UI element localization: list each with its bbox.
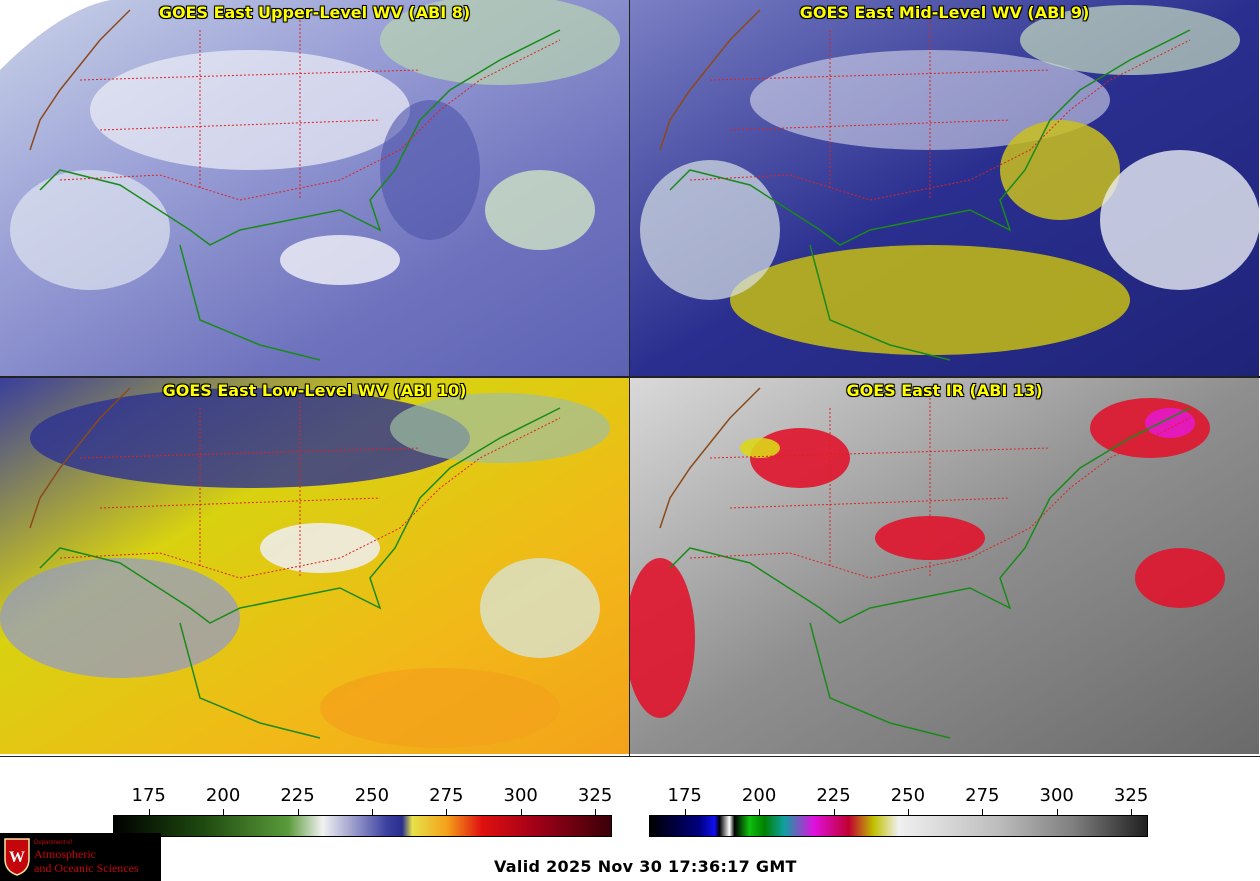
ir-tick-label: 200 (741, 785, 777, 806)
panel-mid-wv: GOES East Mid-Level WV (ABI 9) (630, 0, 1259, 376)
panel-low-wv: GOES East Low-Level WV (ABI 10) (0, 378, 629, 754)
svg-text:W: W (9, 849, 25, 866)
ir-tick-mark (1056, 809, 1058, 815)
map-mid-wv (630, 0, 1259, 376)
ir-tick-mark (684, 809, 686, 815)
panel-title: GOES East Low-Level WV (ABI 10) (162, 381, 467, 400)
map-ir (630, 378, 1259, 754)
ir-tick-label: 250 (890, 785, 926, 806)
panel-divider-vertical (629, 0, 630, 756)
ir-tick-label: 175 (667, 785, 702, 806)
panel-title: GOES East IR (ABI 13) (846, 381, 1043, 400)
logo-line-3: and Oceanic Sciences (34, 861, 139, 875)
ir-colorbar (649, 815, 1148, 837)
ir-tick-label: 225 (816, 785, 851, 806)
wv-tick-label: 300 (503, 785, 538, 806)
map-upper-wv (0, 0, 629, 376)
wv-tick-mark (148, 809, 150, 815)
wv-tick-label: 200 (205, 785, 241, 806)
uw-crest-icon: W (4, 838, 30, 876)
wv-tick-mark (446, 809, 448, 815)
ir-tick-mark (1131, 809, 1133, 815)
wv-tick-label: 175 (131, 785, 166, 806)
wv-tick-label: 325 (577, 785, 613, 806)
wv-tick-mark (223, 809, 225, 815)
panel-upper-wv: GOES East Upper-Level WV (ABI 8) (0, 0, 629, 376)
department-logo[interactable]: W Department of Atmospheric and Oceanic … (0, 833, 161, 881)
wv-tick-label: 225 (280, 785, 315, 806)
ir-tick-mark (759, 809, 761, 815)
ir-tick-label: 300 (1039, 785, 1074, 806)
bottom-divider (0, 756, 1260, 757)
wv-tick-label: 250 (354, 785, 390, 806)
map-low-wv (0, 378, 629, 754)
panel-title: GOES East Upper-Level WV (ABI 8) (158, 3, 471, 22)
ir-tick-label: 275 (965, 785, 1000, 806)
wv-colorbar (113, 815, 612, 837)
wv-tick-mark (297, 809, 299, 815)
panel-ir: GOES East IR (ABI 13) (630, 378, 1259, 754)
wv-tick-mark (595, 809, 597, 815)
logo-line-1: Department of (34, 840, 73, 846)
panel-divider-horizontal (0, 376, 1260, 378)
valid-time: Valid 2025 Nov 30 17:36:17 GMT (494, 857, 797, 876)
ir-tick-mark (833, 809, 835, 815)
wv-tick-mark (520, 809, 522, 815)
wv-tick-mark (371, 809, 373, 815)
ir-tick-label: 325 (1113, 785, 1149, 806)
ir-tick-mark (982, 809, 984, 815)
panel-title: GOES East Mid-Level WV (ABI 9) (799, 3, 1090, 22)
wv-tick-label: 275 (429, 785, 464, 806)
logo-line-2: Atmospheric (34, 847, 96, 861)
ir-tick-mark (907, 809, 909, 815)
